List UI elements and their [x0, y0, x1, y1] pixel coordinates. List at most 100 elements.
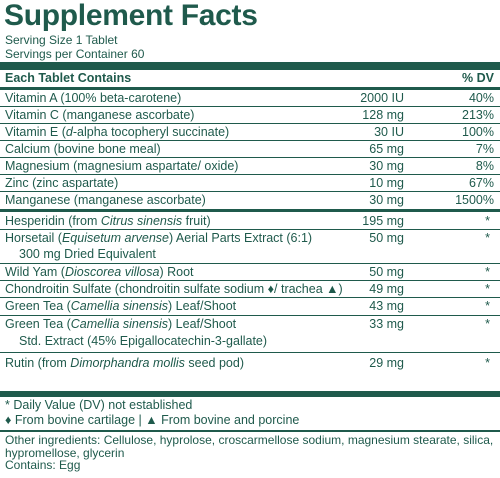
row-name-part: Wild Yam ( [5, 265, 65, 279]
row-name: Wild Yam (Dioscorea villosa) Root [5, 265, 194, 280]
row-name-italic: Camellia sinensis [70, 299, 169, 313]
dv-footnote: * Daily Value (DV) not established [5, 398, 193, 412]
row-name-part: Zinc (zinc aspartate) [5, 176, 119, 190]
row-name: Std. Extract (45% Epigallocatechin-3-gal… [19, 334, 267, 349]
row-name-italic: Camellia sinensis [70, 317, 169, 331]
row-separator [0, 106, 500, 107]
row-name-part: Vitamin E ( [5, 125, 66, 139]
row-amount: 43 mg [369, 299, 404, 313]
servings-per-container: Servings per Container 60 [5, 47, 145, 61]
bottom-divider [0, 391, 500, 397]
row-name: Zinc (zinc aspartate) [5, 176, 118, 191]
row-amount: 30 mg [369, 159, 404, 173]
row-dv: * [485, 265, 490, 279]
row-dv: * [485, 214, 490, 228]
row-separator [0, 123, 500, 124]
row-separator [0, 352, 500, 353]
row-name-part: Horsetail ( [5, 231, 62, 245]
row-dv: 100% [462, 125, 494, 139]
row-name-part: Magnesium (magnesium aspartate/ oxide) [5, 159, 239, 173]
row-name: Rutin (from Dimorphandra mollis seed pod… [5, 356, 244, 371]
row-separator [0, 229, 500, 230]
row-separator [0, 157, 500, 158]
row-dv: * [485, 282, 490, 296]
row-name: Magnesium (magnesium aspartate/ oxide) [5, 159, 238, 174]
row-separator [0, 263, 500, 264]
row-separator [0, 280, 500, 281]
row-name-part: ) Aerial Parts Extract (6:1) [168, 231, 313, 245]
row-name-part: ) Root [159, 265, 194, 279]
row-amount: 10 mg [369, 176, 404, 190]
row-amount: 50 mg [369, 265, 404, 279]
row-dv: * [485, 317, 490, 331]
contains-allergen: Contains: Egg [5, 458, 81, 472]
row-separator [0, 297, 500, 298]
row-name-part: ) Leaf/Shoot [168, 299, 237, 313]
row-dv: 8% [475, 159, 494, 173]
thick-divider [0, 62, 500, 70]
row-dv: 67% [468, 176, 494, 190]
row-amount: 2000 IU [360, 91, 404, 105]
row-dv: 7% [475, 142, 494, 156]
row-name-part: Rutin (from [5, 356, 71, 370]
row-name-part: Vitamin C (manganese ascorbate) [5, 108, 195, 122]
row-name-italic: Citrus sinensis [100, 214, 183, 228]
serving-size: Serving Size 1 Tablet [5, 33, 118, 47]
row-amount: 30 IU [374, 125, 404, 139]
row-name: Chondroitin Sulfate (chondroitin sulfate… [5, 282, 343, 297]
row-amount: 33 mg [369, 317, 404, 331]
row-separator [0, 191, 500, 192]
row-amount: 195 mg [362, 214, 404, 228]
footnote-divider [0, 430, 500, 432]
header-divider [0, 87, 500, 90]
row-name-part: fruit) [182, 214, 211, 228]
row-dv: * [485, 356, 490, 370]
row-name-part: Calcium (bovine bone meal) [5, 142, 161, 156]
row-separator [0, 174, 500, 175]
section-divider [0, 209, 500, 212]
row-name-italic: Equisetum arvense [61, 231, 169, 245]
row-name-part: Hesperidin (from [5, 214, 101, 228]
row-name: Vitamin A (100% beta-carotene) [5, 91, 181, 106]
header-dv: % DV [462, 71, 494, 85]
row-name-italic: Dioscorea villosa [64, 265, 160, 279]
row-name-part: Std. Extract (45% Epigallocatechin-3-gal… [19, 334, 268, 348]
row-name: Calcium (bovine bone meal) [5, 142, 161, 157]
row-name-part: Manganese (manganese ascorbate) [5, 193, 206, 207]
row-amount: 50 mg [369, 231, 404, 245]
row-name: 300 mg Dried Equivalent [19, 247, 156, 262]
header-each-tablet: Each Tablet Contains [5, 71, 132, 85]
row-name-part: Vitamin A (100% beta-carotene) [5, 91, 182, 105]
row-separator [0, 140, 500, 141]
row-name: Vitamin E (d-alpha tocopheryl succinate) [5, 125, 229, 140]
row-amount: 49 mg [369, 282, 404, 296]
row-dv: 40% [468, 91, 494, 105]
other-ingredients: Other ingredients: Cellulose, hyprolose,… [5, 433, 494, 460]
row-name-italic: d [65, 125, 73, 139]
source-footnote: ♦ From bovine cartilage | ▲ From bovine … [5, 413, 300, 427]
row-name-part: ) Leaf/Shoot [168, 317, 237, 331]
row-name-part: seed pod) [184, 356, 244, 370]
row-name: Manganese (manganese ascorbate) [5, 193, 206, 208]
row-name: Vitamin C (manganese ascorbate) [5, 108, 194, 123]
row-dv: 1500% [455, 193, 494, 207]
row-amount: 65 mg [369, 142, 404, 156]
row-amount: 128 mg [362, 108, 404, 122]
row-name-part: Green Tea ( [5, 317, 71, 331]
row-name: Horsetail (Equisetum arvense) Aerial Par… [5, 231, 312, 246]
row-dv: * [485, 299, 490, 313]
row-amount: 29 mg [369, 356, 404, 370]
row-name: Hesperidin (from Citrus sinensis fruit) [5, 214, 211, 229]
row-name-part: -alpha tocopheryl succinate) [72, 125, 230, 139]
row-amount: 30 mg [369, 193, 404, 207]
row-name-part: Green Tea ( [5, 299, 71, 313]
row-name-part: Chondroitin Sulfate (chondroitin sulfate… [5, 282, 343, 296]
row-separator [0, 315, 500, 316]
label-title: Supplement Facts [4, 0, 258, 32]
row-name: Green Tea (Camellia sinensis) Leaf/Shoot [5, 299, 236, 314]
row-name-part: 300 mg Dried Equivalent [19, 247, 156, 261]
row-dv: * [485, 231, 490, 245]
row-dv: 213% [462, 108, 494, 122]
row-name-italic: Dimorphandra mollis [70, 356, 185, 370]
